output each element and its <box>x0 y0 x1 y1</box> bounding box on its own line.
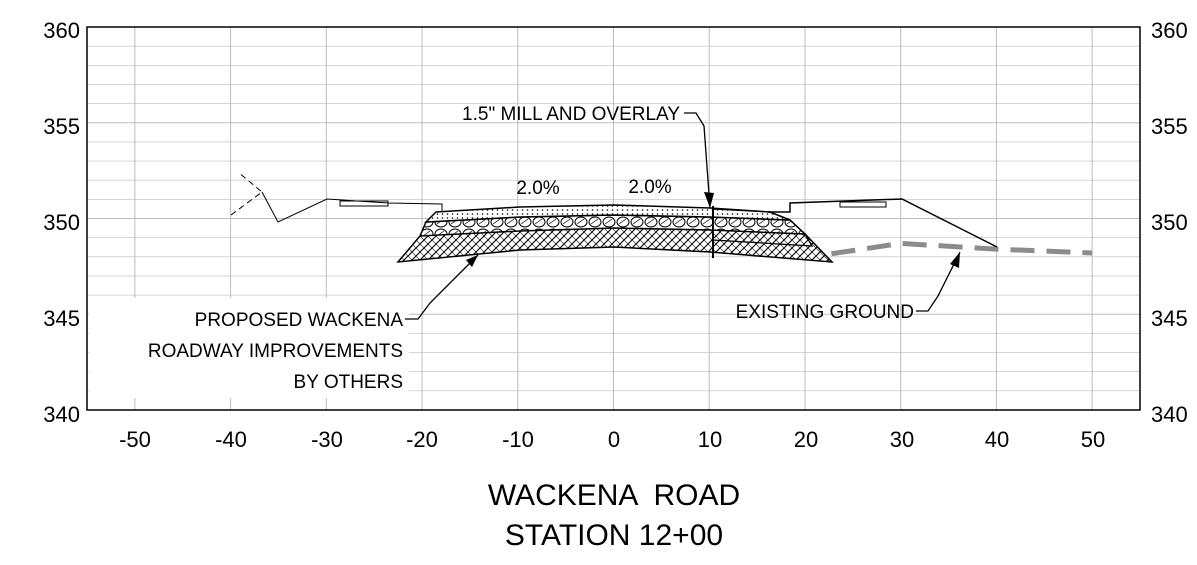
left-curb-box <box>339 200 389 207</box>
title-station: STATION 12+00 <box>505 519 723 552</box>
existing-profile-right <box>768 198 998 248</box>
proposed-improvements-callout: PROPOSED WACKENA ROADWAY IMPROVEMENTS BY… <box>89 254 479 398</box>
right-y-axis-ticks: 360 355 350 345 340 <box>1151 18 1188 427</box>
proposed-label-line1: PROPOSED WACKENA <box>195 310 404 331</box>
slope-labels: 2.0% 2.0% <box>516 177 671 199</box>
y-tick-340-right: 340 <box>1151 402 1188 427</box>
slope-label-left: 2.0% <box>516 178 559 199</box>
title-road-name: WACKENA ROAD <box>488 479 740 512</box>
mill-overlay-callout: 1.5" MILL AND OVERLAY <box>462 104 714 209</box>
existing-profile-left <box>230 171 443 223</box>
right-existing-profile <box>768 198 998 248</box>
slope-label-right: 2.0% <box>628 177 671 198</box>
x-tick-20: 20 <box>794 427 818 452</box>
y-tick-360-right: 360 <box>1151 18 1188 43</box>
left-existing-profile <box>261 191 443 223</box>
proposed-arrowhead <box>466 255 478 267</box>
y-tick-355-right: 355 <box>1151 114 1188 139</box>
y-tick-345-right: 345 <box>1151 306 1188 331</box>
y-tick-360-left: 360 <box>43 18 80 43</box>
mill-overlay-leader <box>684 112 711 209</box>
x-tick-30: 30 <box>890 427 914 452</box>
proposed-label-backdrop <box>89 298 409 398</box>
x-tick-minus-20: -20 <box>406 427 438 452</box>
y-tick-350-left: 350 <box>43 210 80 235</box>
x-tick-50: 50 <box>1081 427 1105 452</box>
mill-overlay-arrowhead <box>704 192 714 208</box>
y-tick-345-left: 345 <box>43 306 80 331</box>
proposed-roadway-section <box>396 204 834 263</box>
x-tick-40: 40 <box>985 427 1009 452</box>
proposed-label-line2: ROADWAY IMPROVEMENTS <box>148 341 403 362</box>
proposed-label-line3: BY OTHERS <box>294 372 403 393</box>
y-tick-340-left: 340 <box>43 402 80 427</box>
existing-ground-arrowhead <box>950 252 960 268</box>
y-tick-350-right: 350 <box>1151 210 1188 235</box>
left-existing-thin-dashed <box>230 171 263 216</box>
existing-ground-label: EXISTING GROUND <box>736 302 914 323</box>
x-tick-minus-10: -10 <box>502 427 534 452</box>
x-tick-0: 0 <box>608 427 620 452</box>
mill-overlay-label: 1.5" MILL AND OVERLAY <box>462 104 680 125</box>
x-tick-minus-50: -50 <box>119 427 151 452</box>
left-y-axis-ticks: 360 355 350 345 340 <box>43 18 80 427</box>
right-curb-box <box>839 201 887 208</box>
x-tick-10: 10 <box>698 427 722 452</box>
x-tick-minus-30: -30 <box>311 427 343 452</box>
x-axis-ticks: -50 -40 -30 -20 -10 0 10 20 30 40 50 <box>119 427 1105 452</box>
x-tick-minus-40: -40 <box>215 427 247 452</box>
plot-frame <box>86 26 1141 411</box>
proposed-leader <box>405 254 479 320</box>
existing-ground-callout: EXISTING GROUND <box>736 251 961 323</box>
existing-ground-leader <box>916 251 961 312</box>
drawing-title: WACKENA ROAD STATION 12+00 <box>488 479 740 552</box>
y-tick-355-left: 355 <box>43 114 80 139</box>
